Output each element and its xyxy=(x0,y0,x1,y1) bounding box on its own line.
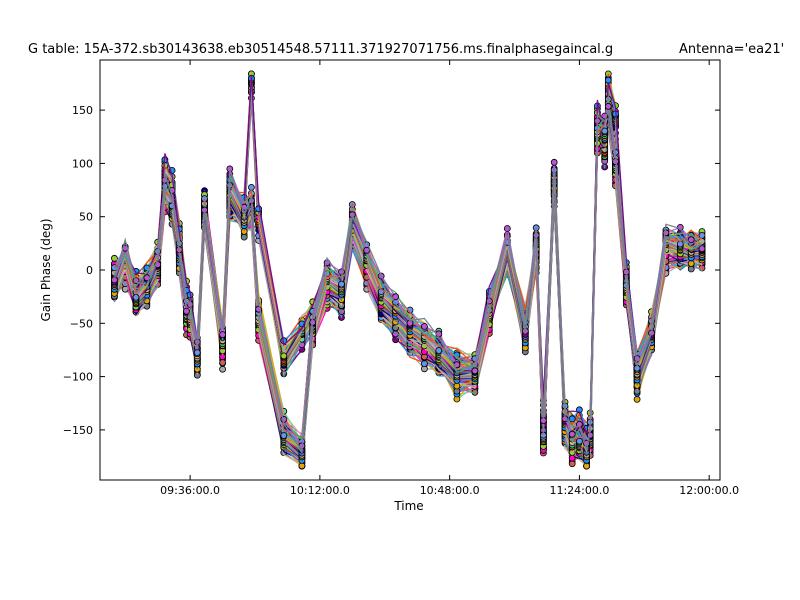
y-axis-label: Gain Phase (deg) xyxy=(39,218,53,321)
x-tick-label: 11:24:00.0 xyxy=(549,484,609,497)
data-point xyxy=(676,240,684,248)
data-point xyxy=(420,360,428,368)
data-point xyxy=(219,365,227,373)
data-point xyxy=(568,430,576,438)
data-point xyxy=(604,76,612,84)
y-tick-label: 100 xyxy=(72,157,93,170)
y-tick-label: 50 xyxy=(79,211,93,224)
x-tick-label: 10:48:00.0 xyxy=(420,484,480,497)
data-point xyxy=(280,352,288,360)
data-point xyxy=(503,225,511,232)
data-point xyxy=(550,158,558,166)
data-point xyxy=(183,307,190,315)
y-tick-label: 0 xyxy=(86,264,93,277)
series-layer xyxy=(111,70,706,470)
antenna-label: Antenna='ea21' xyxy=(679,42,784,57)
x-tick-label: 12:00:00.0 xyxy=(679,484,739,497)
data-point xyxy=(240,233,248,241)
data-point xyxy=(420,322,428,330)
data-point xyxy=(338,280,345,288)
y-tick-label: −100 xyxy=(63,371,93,384)
x-tick-label: 09:36:00.0 xyxy=(160,484,220,497)
data-point xyxy=(453,382,461,390)
y-tick-label: −50 xyxy=(70,317,93,330)
series-line xyxy=(113,109,703,453)
data-point xyxy=(280,432,288,439)
data-point xyxy=(219,359,227,366)
data-point xyxy=(471,367,479,375)
data-point xyxy=(568,415,576,423)
x-tick-label: 10:12:00.0 xyxy=(290,484,350,497)
data-point xyxy=(698,245,706,253)
data-point xyxy=(687,236,695,244)
data-point xyxy=(435,347,443,354)
ticks-layer: 09:36:00.0 10:12:00.0 10:48:00.0 11:24:00.0… xyxy=(63,60,739,497)
data-point xyxy=(219,331,227,339)
data-point xyxy=(576,437,583,445)
x-axis-label: Time xyxy=(393,499,423,513)
data-point xyxy=(193,349,201,357)
data-point xyxy=(698,231,706,239)
y-tick-label: −150 xyxy=(63,424,93,437)
chart-title: G table: 15A-372.sb30143638.eb30514548.5… xyxy=(28,42,613,57)
data-point xyxy=(601,127,609,135)
y-tick-label: 150 xyxy=(72,104,93,117)
data-point xyxy=(604,102,612,110)
data-point xyxy=(662,229,670,237)
